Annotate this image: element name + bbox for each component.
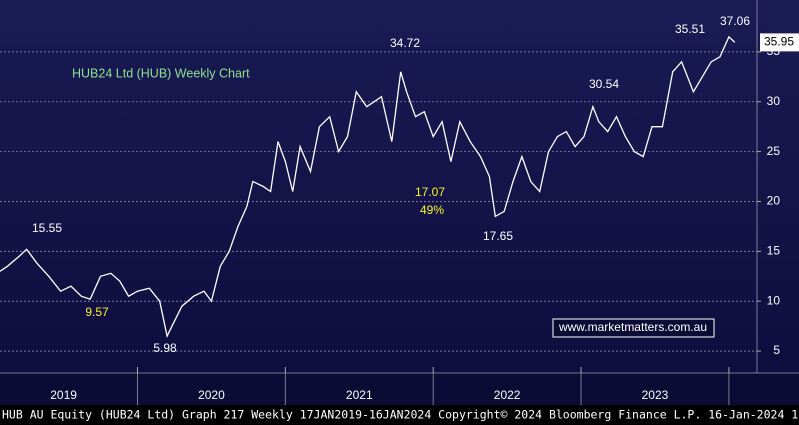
x-tick-label: 2020	[198, 388, 225, 402]
x-tick-label: 2023	[642, 388, 669, 402]
watermark: www.marketmatters.com.au	[558, 320, 707, 334]
annotation: 34.72	[390, 36, 420, 50]
annotation: 17.65	[483, 229, 513, 243]
annotation: 30.54	[589, 77, 619, 91]
y-tick-label: 10	[767, 293, 781, 307]
footer: HUB AU Equity (HUB24 Ltd) Graph 217 Week…	[2, 408, 799, 422]
chart-title: HUB24 Ltd (HUB) Weekly Chart	[72, 66, 250, 80]
annotation: 17.07	[415, 185, 445, 199]
annotation: 37.06	[720, 14, 750, 28]
y-tick-label: 30	[767, 94, 781, 108]
y-tick-label: 20	[767, 194, 781, 208]
last-price-box	[760, 33, 799, 52]
x-tick-label: 2019	[50, 388, 77, 402]
watermark-box	[552, 318, 715, 338]
annotation: 35.51	[675, 22, 705, 36]
x-tick-label: 2021	[346, 388, 373, 402]
price-line	[0, 35, 736, 339]
annotation: 49%	[420, 203, 444, 217]
plot-background	[0, 0, 799, 405]
x-tick-label: 2022	[494, 388, 521, 402]
annotation: 15.55	[32, 221, 62, 235]
annotation: 5.98	[153, 341, 177, 355]
annotation: 9.57	[85, 305, 109, 319]
x-axis-band	[0, 373, 799, 405]
y-tick-label: 5	[773, 343, 780, 357]
last-price-label: 35.95	[764, 35, 794, 49]
y-tick-label: 15	[767, 243, 781, 257]
y-tick-label: 25	[767, 144, 781, 158]
footer-band	[0, 405, 799, 425]
